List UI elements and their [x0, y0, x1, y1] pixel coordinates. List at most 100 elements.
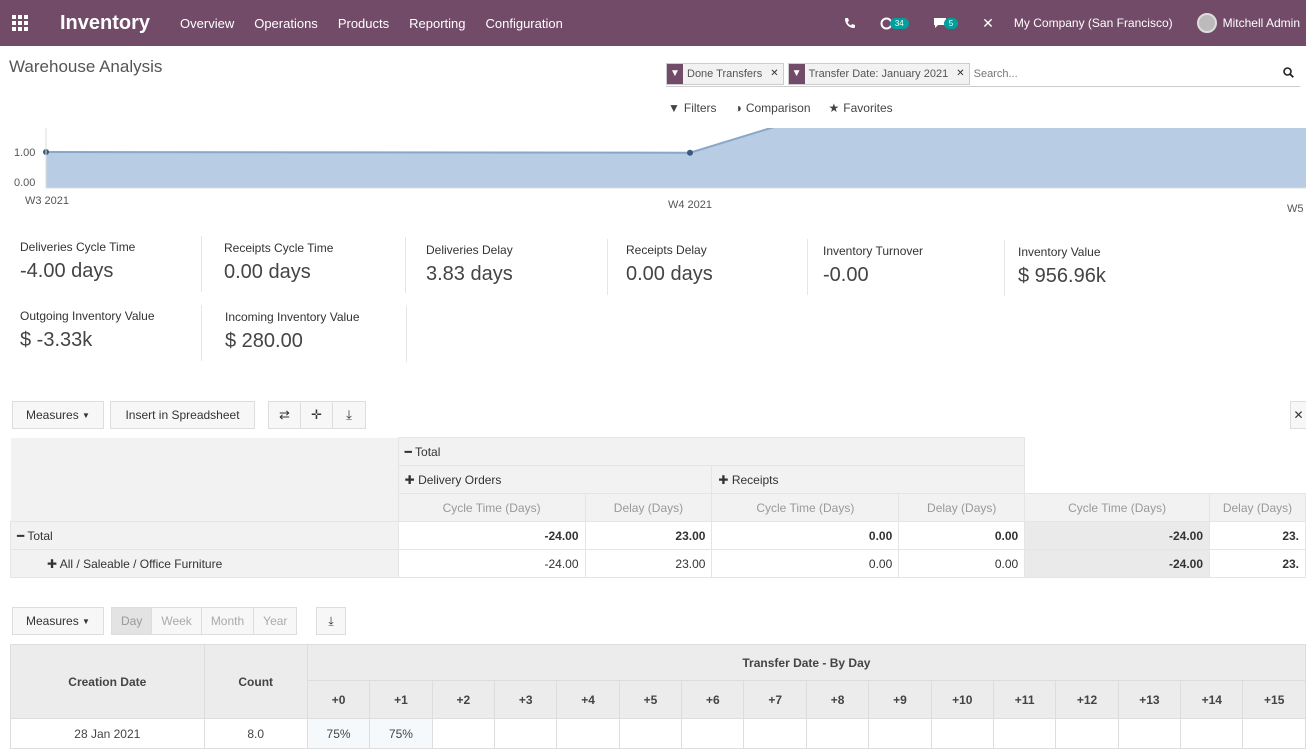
download-icon[interactable]: ⤓ [333, 402, 365, 428]
pivot-cell[interactable]: 23. [1209, 549, 1306, 578]
period-week-button[interactable]: Week [152, 608, 202, 634]
kpi-outgoing-inventory-value[interactable]: Outgoing Inventory Value $ -3.33k [12, 305, 202, 361]
comparison-button[interactable]: ◑ Comparison [734, 101, 811, 115]
company-switcher[interactable]: My Company (San Francisco) [1013, 16, 1173, 30]
cohort-value-cell[interactable] [1055, 718, 1119, 749]
menu-reporting[interactable]: Reporting [409, 15, 466, 31]
cohort-value-cell[interactable] [681, 718, 745, 749]
cohort-measures-button[interactable]: Measures ▼ [12, 607, 104, 635]
close-icon[interactable]: ✕ [982, 14, 994, 31]
pivot-col-header-delivery-orders[interactable]: ✚ Delivery Orders [397, 465, 713, 494]
menu-configuration[interactable]: Configuration [485, 15, 563, 31]
remove-icon[interactable]: ✕ [1290, 401, 1306, 429]
pivot-col-header-total[interactable]: ━ Total [397, 437, 1026, 466]
chart-point[interactable] [687, 149, 693, 156]
cohort-value-cell[interactable] [493, 718, 558, 749]
user-avatar[interactable] [1196, 13, 1217, 33]
cohort-value-cell[interactable] [992, 718, 1057, 749]
pivot-cell[interactable]: 0.00 [711, 549, 900, 578]
caret-down-icon: ▼ [82, 616, 90, 626]
facet-remove-icon[interactable]: ✕ [956, 68, 965, 79]
cohort-interval-header: +1 [369, 680, 433, 719]
cohort-value-cell[interactable] [868, 718, 932, 749]
user-menu[interactable]: Mitchell Admin [1222, 16, 1300, 30]
activity-icon[interactable]: 34 [880, 17, 909, 30]
graph-chart: 1.00 0.00 W3 2021 W4 2021 W5 [0, 115, 1306, 218]
pivot-cell[interactable]: -24.00 [1024, 549, 1211, 578]
pivot-measure-header[interactable]: Delay (Days) [898, 493, 1026, 522]
apps-menu-icon[interactable] [2, 0, 38, 46]
pivot-measures-button[interactable]: Measures ▼ [12, 401, 104, 429]
cohort-value-cell[interactable] [743, 718, 807, 749]
cohort-interval-header: +3 [493, 680, 558, 719]
pivot-cell[interactable]: 0.00 [898, 549, 1026, 578]
insert-in-spreadsheet-button[interactable]: Insert in Spreadsheet [110, 401, 255, 429]
pivot-col-header-receipts[interactable]: ✚ Receipts [711, 465, 1026, 494]
kpi-inventory-value[interactable]: Inventory Value $ 956.96k [1018, 245, 1106, 287]
kpi-deliveries-cycle-time[interactable]: Deliveries Cycle Time -4.00 days [12, 236, 202, 292]
flip-axis-icon[interactable]: ⇄ [269, 402, 301, 428]
kpi-incoming-inventory-value[interactable]: Incoming Inventory Value $ 280.00 [217, 306, 407, 362]
phone-icon[interactable] [844, 17, 856, 29]
pivot-cell[interactable]: 23.00 [584, 549, 713, 578]
pivot-measure-header[interactable]: Cycle Time (Days) [397, 493, 586, 522]
menu-products[interactable]: Products [337, 15, 390, 31]
facet-remove-icon[interactable]: ✕ [770, 68, 779, 79]
pivot-measure-header[interactable]: Cycle Time (Days) [1024, 493, 1211, 522]
cohort-row: 28 Jan 2021 8.0 75% 75% [10, 718, 1306, 749]
cohort-value-cell[interactable] [1180, 718, 1244, 749]
collapse-icon: ━ [404, 444, 412, 459]
search-input[interactable] [973, 67, 1300, 80]
cohort-value-cell[interactable] [1117, 718, 1182, 749]
chart-y-tick: 0.00 [14, 177, 36, 189]
filters-button[interactable]: ▼ Filters [668, 101, 717, 115]
pivot-measure-header[interactable]: Delay (Days) [584, 493, 713, 522]
pivot-row-total: ━ Total -24.00 23.00 0.00 0.00 -24.00 23… [10, 521, 1306, 550]
pivot-measure-header[interactable]: Delay (Days) [1209, 493, 1306, 522]
pivot-measure-header[interactable]: Cycle Time (Days) [711, 493, 900, 522]
search-facet: ▼ Transfer Date: January 2021 ✕ [787, 62, 970, 85]
pivot-actions: ⇄ ✛ ⤓ [268, 401, 366, 429]
pivot-corner [10, 493, 399, 522]
menu-operations[interactable]: Operations [254, 15, 318, 31]
cohort-value-cell[interactable]: 75% [306, 718, 371, 749]
cohort-value-cell[interactable] [1242, 718, 1306, 749]
expand-all-icon[interactable]: ✛ [301, 402, 333, 428]
cohort-interval-header: +7 [743, 680, 807, 719]
period-year-button[interactable]: Year [254, 608, 297, 634]
cohort-value-cell[interactable] [618, 718, 683, 749]
cohort-value-cell[interactable]: 75% [369, 718, 433, 749]
cohort-value-cell[interactable] [805, 718, 870, 749]
period-day-button[interactable]: Day [112, 608, 153, 634]
pivot-cell[interactable]: 23. [1209, 521, 1306, 550]
kpi-receipts-cycle-time[interactable]: Receipts Cycle Time 0.00 days [216, 237, 406, 293]
messages-badge: 5 [943, 17, 959, 29]
period-month-button[interactable]: Month [201, 608, 255, 634]
search-icon[interactable] [1283, 67, 1294, 81]
kpi-receipts-delay[interactable]: Receipts Delay 0.00 days [618, 239, 808, 295]
pivot-row-header[interactable]: ✚ All / Saleable / Office Furniture [10, 549, 399, 578]
period-selector: Day Week Month Year [111, 607, 298, 635]
messages-icon[interactable]: 5 [933, 17, 959, 29]
chart-x-tick: W3 2021 [25, 195, 70, 207]
cohort-interval-header: +10 [930, 680, 994, 719]
kpi-inventory-turnover[interactable]: Inventory Turnover -0.00 [815, 240, 1005, 296]
favorites-button[interactable]: ★ Favorites [828, 101, 893, 115]
pivot-row-header[interactable]: ━ Total [10, 521, 399, 550]
pivot-cell[interactable]: -24.00 [1024, 521, 1211, 550]
chart-area-fill [46, 116, 1306, 188]
pivot-spacer [1025, 466, 1306, 494]
cohort-download-icon[interactable]: ⤓ [316, 607, 346, 635]
pivot-cell[interactable]: 0.00 [898, 521, 1026, 550]
pivot-cell[interactable]: -24.00 [397, 549, 586, 578]
pivot-cell[interactable]: -24.00 [397, 521, 586, 550]
cohort-value-cell[interactable] [556, 718, 620, 749]
cohort-value-cell[interactable] [930, 718, 994, 749]
app-title[interactable]: Inventory [60, 11, 151, 34]
pivot-cell[interactable]: 23.00 [584, 521, 713, 550]
kpi-deliveries-delay[interactable]: Deliveries Delay 3.83 days [418, 239, 608, 295]
menu-overview[interactable]: Overview [180, 15, 235, 31]
pivot-cell[interactable]: 0.00 [711, 521, 900, 550]
cohort-value-cell[interactable] [431, 718, 495, 749]
search-facet: ▼ Done Transfers ✕ [666, 62, 784, 85]
